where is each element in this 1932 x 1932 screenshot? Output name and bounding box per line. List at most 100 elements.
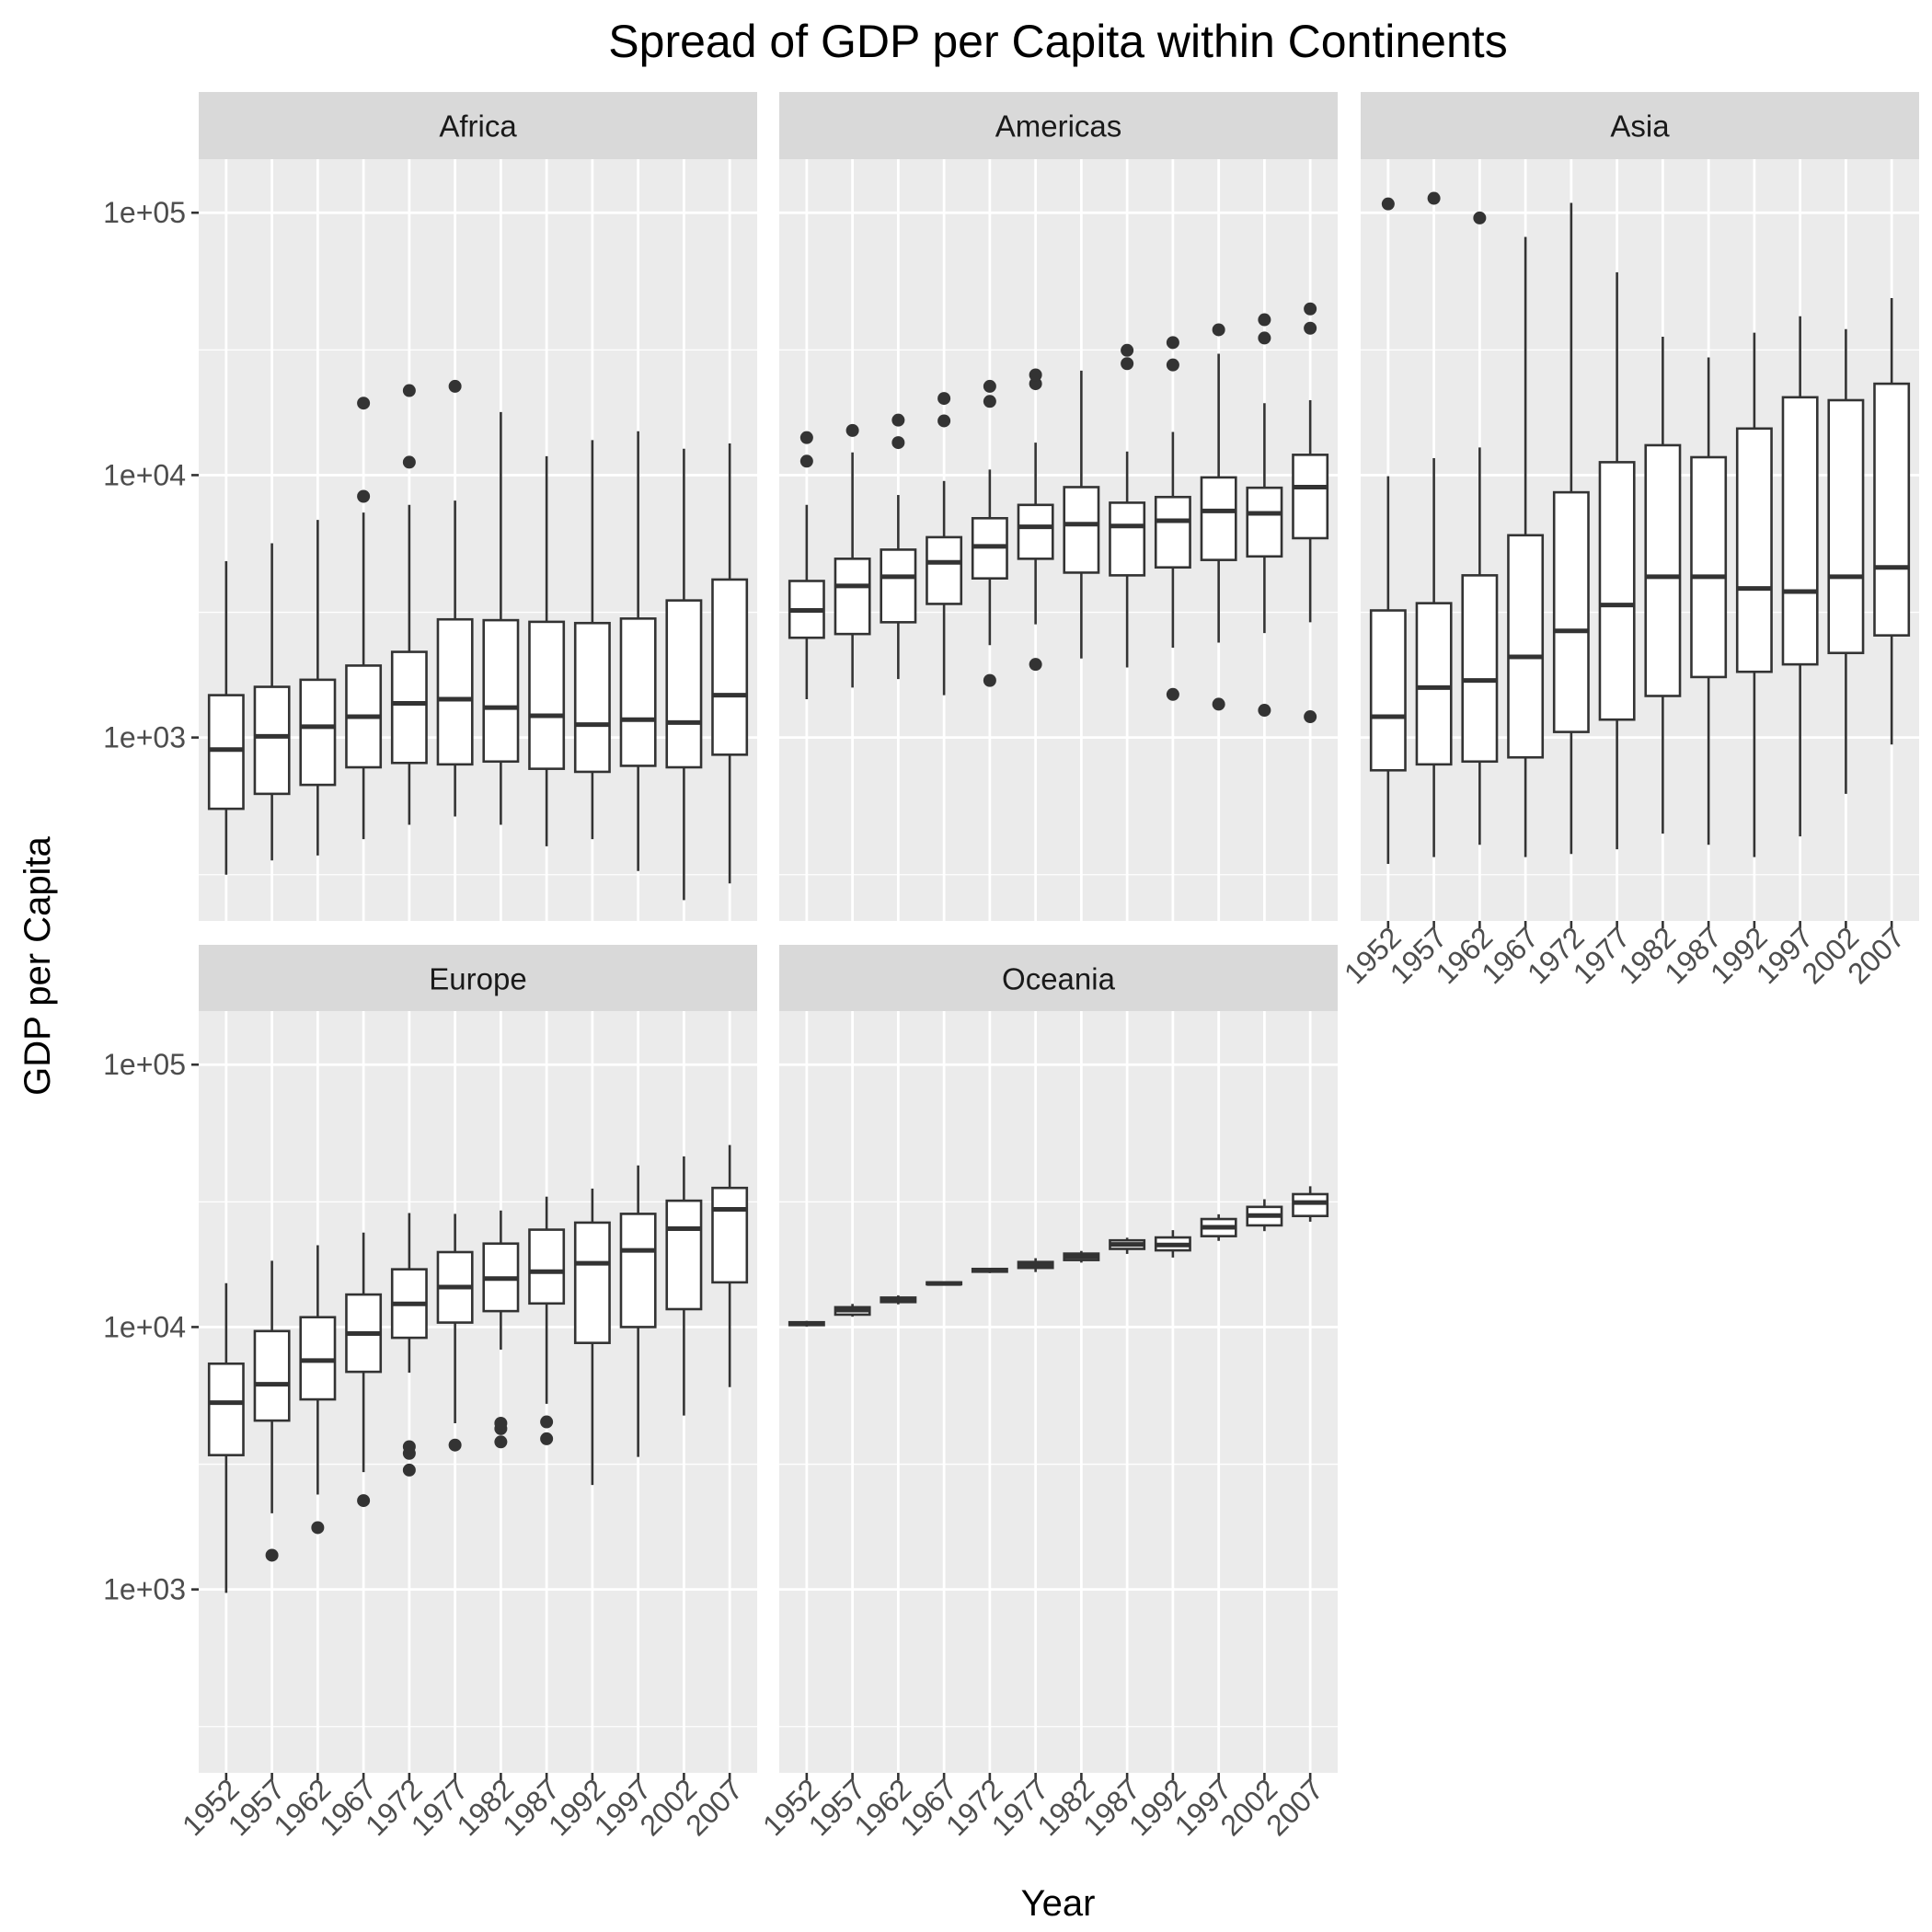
- box-iqr: [1552, 490, 1590, 733]
- box-iqr: [253, 685, 291, 796]
- outlier-point: [1029, 368, 1042, 382]
- box-iqr: [1873, 382, 1911, 637]
- outlier-point: [402, 1463, 416, 1477]
- box-iqr: [711, 578, 749, 756]
- y-tick-label: 1e+03: [103, 721, 186, 754]
- outlier-point: [937, 414, 951, 428]
- outlier-point: [402, 455, 416, 469]
- box-1972: [390, 384, 428, 825]
- box-iqr: [1292, 1192, 1329, 1218]
- outlier-point: [1258, 331, 1271, 345]
- outlier-point: [1473, 211, 1487, 224]
- box-1987: [1109, 343, 1146, 668]
- outlier-point: [1212, 697, 1225, 711]
- box-iqr: [1017, 503, 1054, 560]
- box-1972: [390, 1213, 428, 1477]
- panel-background: [779, 1011, 1338, 1773]
- box-1967: [345, 397, 383, 840]
- outlier-point: [983, 379, 996, 393]
- outlier-point: [357, 489, 371, 503]
- box-iqr: [299, 678, 337, 787]
- box-1962: [880, 1295, 917, 1305]
- box-iqr: [573, 621, 611, 774]
- box-iqr: [926, 535, 963, 605]
- box-1997: [1200, 1213, 1237, 1241]
- outlier-point: [891, 413, 905, 427]
- box-1977: [436, 379, 474, 817]
- box-1972: [971, 379, 1008, 687]
- outlier-point: [983, 395, 996, 408]
- facet-panel-americas: Americas: [779, 92, 1338, 921]
- box-1992: [573, 440, 611, 840]
- outlier-point: [1121, 343, 1134, 357]
- box-1997: [619, 431, 657, 871]
- box-1952: [207, 560, 245, 875]
- facet-strip: [779, 92, 1338, 159]
- box-iqr: [1246, 486, 1283, 558]
- facet-panel-europe: Europe1e+031e+041e+051952195719621967197…: [103, 945, 757, 1842]
- box-iqr: [528, 1228, 566, 1305]
- box-1967: [926, 392, 963, 696]
- outlier-point: [1381, 197, 1395, 211]
- box-1982: [482, 411, 520, 825]
- box-1972: [1552, 202, 1590, 855]
- facet-panel-africa: Africa 1e+03 1e+04 1e+05: [103, 92, 757, 921]
- box-iqr: [711, 1186, 749, 1284]
- box-1962: [880, 413, 917, 680]
- outlier-point: [494, 1435, 508, 1449]
- box-iqr: [1735, 427, 1773, 673]
- box-iqr: [665, 599, 703, 769]
- facet-strip: [199, 92, 757, 159]
- box-iqr: [1781, 396, 1819, 666]
- box-1952: [788, 431, 825, 699]
- box-1992: [573, 1188, 611, 1486]
- outlier-point: [402, 1440, 416, 1454]
- outlier-point: [1029, 377, 1042, 391]
- box-2002: [1827, 328, 1865, 794]
- box-1952: [1369, 197, 1407, 864]
- box-iqr: [528, 620, 566, 770]
- box-1967: [345, 1232, 383, 1508]
- box-1957: [1415, 191, 1453, 857]
- facet-strip-label: Europe: [429, 962, 526, 996]
- box-iqr: [1154, 495, 1191, 569]
- facet-panel-oceania: Oceania195219571962196719721977198219871…: [756, 945, 1338, 1842]
- box-iqr: [1827, 398, 1865, 655]
- outlier-point: [799, 431, 813, 444]
- box-iqr: [573, 1221, 611, 1344]
- outlier-point: [265, 1548, 279, 1562]
- box-iqr: [880, 548, 917, 624]
- box-1967: [926, 1281, 963, 1286]
- box-1977: [1017, 368, 1054, 672]
- box-1982: [482, 1210, 520, 1449]
- box-2007: [711, 1144, 749, 1387]
- box-iqr: [1109, 501, 1146, 577]
- y-tick-label: 1e+05: [103, 1048, 186, 1081]
- box-iqr: [390, 650, 428, 765]
- box-iqr: [619, 1213, 657, 1328]
- box-1977: [1017, 1258, 1054, 1272]
- box-1977: [436, 1213, 474, 1452]
- box-1992: [1735, 332, 1773, 857]
- box-2007: [1292, 302, 1329, 724]
- y-tick-label: 1e+04: [103, 1310, 186, 1343]
- outlier-point: [1029, 658, 1042, 672]
- box-1997: [1200, 323, 1237, 711]
- facet-strip: [779, 945, 1338, 1012]
- box-iqr: [1690, 455, 1728, 679]
- box-2002: [1246, 1199, 1283, 1232]
- box-1982: [1063, 1250, 1100, 1263]
- facet-strip-label: Africa: [439, 109, 517, 144]
- outlier-point: [1304, 302, 1317, 316]
- box-1957: [834, 423, 871, 688]
- box-iqr: [207, 694, 245, 811]
- outlier-point: [311, 1521, 325, 1535]
- facet-panel-asia: Asia195219571962196719721977198219871992…: [1338, 92, 1919, 990]
- outlier-point: [357, 397, 371, 410]
- box-1982: [1063, 370, 1100, 659]
- outlier-point: [891, 436, 905, 450]
- y-tick-label: 1e+04: [103, 458, 186, 491]
- box-iqr: [1415, 602, 1453, 766]
- box-1972: [971, 1267, 1008, 1273]
- box-1987: [1109, 1237, 1146, 1254]
